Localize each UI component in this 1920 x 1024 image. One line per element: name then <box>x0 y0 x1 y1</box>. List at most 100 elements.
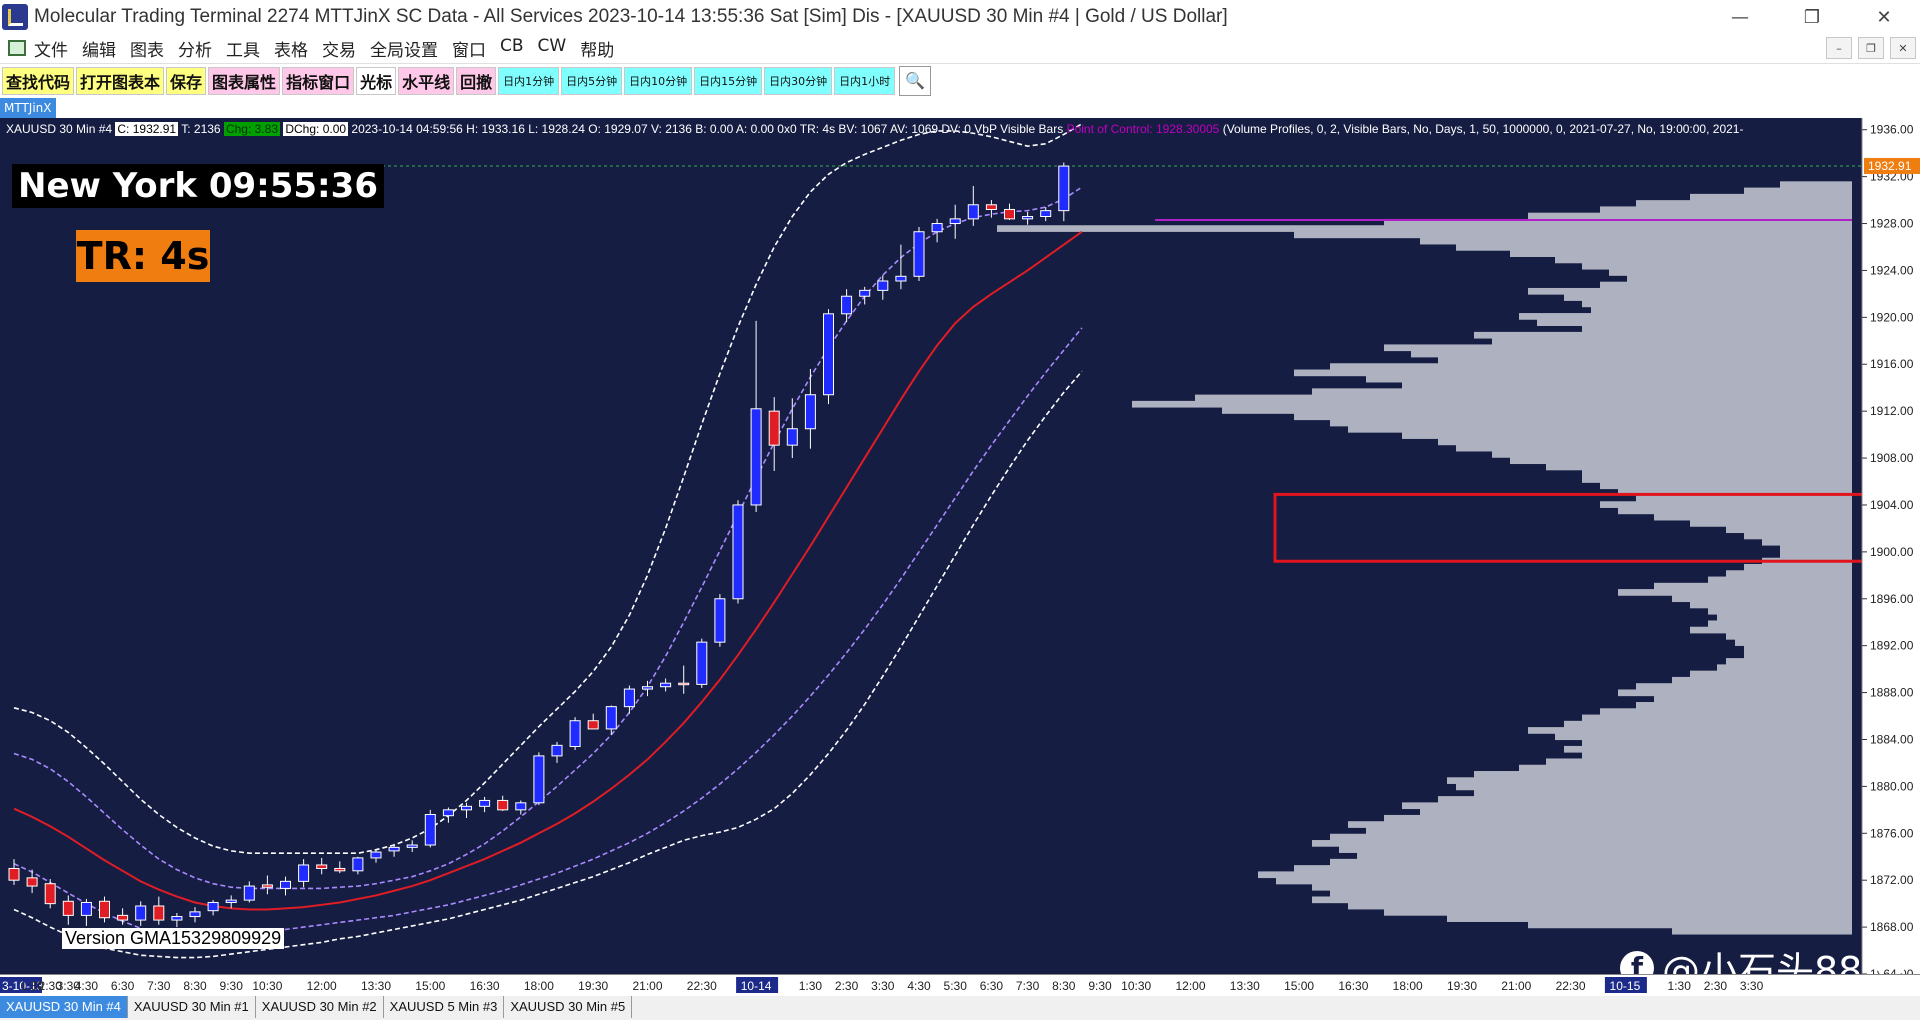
menu-item-2[interactable]: 图表 <box>130 40 164 61</box>
restore-icon[interactable]: ❐ <box>1803 6 1821 28</box>
candle-body <box>1022 215 1034 220</box>
menu-item-4[interactable]: 工具 <box>226 40 260 61</box>
menu-item-6[interactable]: 交易 <box>322 40 356 61</box>
info-daily-change: DChg: 0.00 <box>283 122 349 136</box>
volume-profile-bar <box>1600 708 1852 715</box>
time-tick-label: 3:30 <box>871 979 895 993</box>
toolbar-button-11[interactable]: 日内15分钟 <box>694 66 763 95</box>
candle-body <box>533 755 545 804</box>
toolbar-button-3[interactable]: 图表属性 <box>208 66 281 95</box>
candle-body <box>207 901 219 912</box>
toolbar-button-12[interactable]: 日内30分钟 <box>764 66 833 95</box>
time-axis[interactable]: 3-10-131:302:303:304:30 6:30 7:30 8:30 9:30 1… <box>0 974 1920 996</box>
volume-profile-bar <box>1438 438 1852 446</box>
document-icon[interactable] <box>8 40 26 56</box>
time-tick-label: 3:30 <box>1740 979 1764 993</box>
chart-tab-2[interactable]: XAUUSD 30 Min #2 <box>256 996 384 1018</box>
chart-tab-1[interactable]: XAUUSD 30 Min #1 <box>128 996 256 1018</box>
toolbar-button-9[interactable]: 日内5分钟 <box>561 66 623 95</box>
volume-profile-bar <box>1258 871 1852 879</box>
time-tick-label: 7:30 <box>1016 979 1040 993</box>
volume-profile-bar <box>1339 846 1852 853</box>
toolbar-button-10[interactable]: 日内10分钟 <box>624 66 693 95</box>
title-bar: Molecular Trading Terminal 2274 MTTJinX … <box>0 0 1920 34</box>
time-tick-label: 6:30 <box>111 979 135 993</box>
menu-item-3[interactable]: 分析 <box>178 40 212 61</box>
last-price-marker <box>1864 157 1920 174</box>
chart-tab-3[interactable]: XAUUSD 5 Min #3 <box>384 996 505 1018</box>
volume-profile-bar <box>1312 883 1852 891</box>
close-icon[interactable]: ✕ <box>1876 6 1892 28</box>
menu-item-7[interactable]: 全局设置 <box>370 40 438 61</box>
magnifier-chart-icon[interactable]: 🔍 <box>899 65 932 96</box>
time-tick-label: 22:30 <box>1556 979 1586 993</box>
price-tick-label: 1892.00 <box>1870 639 1914 653</box>
menu-item-0[interactable]: 文件 <box>34 40 68 61</box>
volume-profile-bar <box>1735 639 1852 646</box>
volume-profile-bar <box>1582 300 1852 308</box>
menu-item-9[interactable]: CB <box>500 35 524 56</box>
toolbar-button-8[interactable]: 日内1分钟 <box>498 66 560 95</box>
volume-profile-bar <box>1636 683 1852 690</box>
time-tick-label: 5:30 <box>944 979 968 993</box>
child-close-icon[interactable]: ✕ <box>1890 37 1916 59</box>
menu-item-5[interactable]: 表格 <box>274 40 308 61</box>
volume-profile-bar <box>1744 645 1852 653</box>
chart-tab-0[interactable]: XAUUSD 30 Min #4 <box>0 996 128 1018</box>
time-tick-label: 1:30 <box>799 979 823 993</box>
child-restore-icon[interactable]: ❐ <box>1858 37 1884 59</box>
toolbar-button-6[interactable]: 水平线 <box>398 66 455 95</box>
toolbar-buttons: 查找代码 打开图表本 保存 图表属性 指标窗口 光标 水平线 回撤 日内1分钟 日内5分钟 日内10… <box>0 66 896 95</box>
time-tick-label: 12:00 <box>307 979 337 993</box>
volume-profile-bar <box>1618 488 1852 496</box>
menu-item-8[interactable]: 窗口 <box>452 40 486 61</box>
price-tick-label: 1936.00 <box>1870 123 1914 137</box>
volume-profile-bar <box>1618 589 1852 596</box>
time-tick-label: 7:30 <box>147 979 171 993</box>
candle-body <box>261 884 273 888</box>
chart-tab-4[interactable]: XAUUSD 30 Min #5 <box>504 996 633 1018</box>
time-tick-label: 10:30 <box>252 979 282 993</box>
candle-body <box>859 289 871 297</box>
toolbar-button-4[interactable]: 指标窗口 <box>282 66 355 95</box>
time-tick-label: 4:30 <box>75 979 99 993</box>
child-minimize-icon[interactable]: – <box>1826 37 1852 59</box>
time-tick-label: 19:30 <box>1447 979 1477 993</box>
candle-body <box>44 883 56 905</box>
chart-panel[interactable]: 1936.00 1932.00 1928.00 1924.00 1920.00 1916.… <box>0 118 1920 974</box>
time-tick-highlight <box>1604 977 1647 993</box>
volume-profile-bar <box>1519 313 1852 320</box>
toolbar-button-7[interactable]: 回撤 <box>456 66 497 95</box>
chartbook-tab-mttjinx[interactable]: MTTJinX <box>0 98 56 118</box>
toolbar-button-5[interactable]: 光标 <box>356 66 397 95</box>
toolbar-button-2[interactable]: 保存 <box>166 66 207 95</box>
toolbar-button-0[interactable]: 查找代码 <box>2 66 75 95</box>
minimize-icon[interactable]: — <box>1731 6 1749 28</box>
time-tick-label: 13:30 <box>1230 979 1260 993</box>
info-symbol: XAUUSD 30 Min #4 <box>6 122 113 136</box>
toolbar-button-13[interactable]: 日内1小时 <box>834 66 896 95</box>
volume-profile-bar <box>1312 896 1852 904</box>
volume-profile-bar <box>1276 877 1852 885</box>
toolbar-button-1[interactable]: 打开图表本 <box>76 66 165 95</box>
volume-profile-bar <box>1384 814 1852 822</box>
volume-profile-bar <box>1627 275 1852 283</box>
menu-item-10[interactable]: CW <box>537 35 567 56</box>
candle-body <box>642 686 653 690</box>
menu-item-11[interactable]: 帮助 <box>580 40 615 61</box>
price-tick-label: 1920.00 <box>1870 310 1914 324</box>
time-tick-label: 10:30 <box>1121 979 1151 993</box>
chart-tabs: XAUUSD 30 Min #4 XAUUSD 30 Min #1 XAUUSD 3… <box>0 996 1920 1020</box>
volume-profile-bar <box>1492 451 1852 458</box>
volume-profile-bar <box>1780 181 1852 188</box>
volume-profile-bar <box>1537 319 1852 327</box>
volume-profile-bar <box>1600 206 1852 214</box>
price-chart[interactable]: 1936.001932.001928.001924.001920.001916.… <box>0 118 1920 974</box>
candle-body <box>26 877 38 887</box>
candle-body <box>623 688 635 708</box>
volume-profile-bar <box>1456 444 1852 452</box>
volume-profile-bar <box>1744 532 1852 540</box>
volume-profile-bar <box>1600 281 1852 289</box>
price-tick-label: 1872.00 <box>1870 873 1914 887</box>
menu-item-1[interactable]: 编辑 <box>82 40 116 61</box>
